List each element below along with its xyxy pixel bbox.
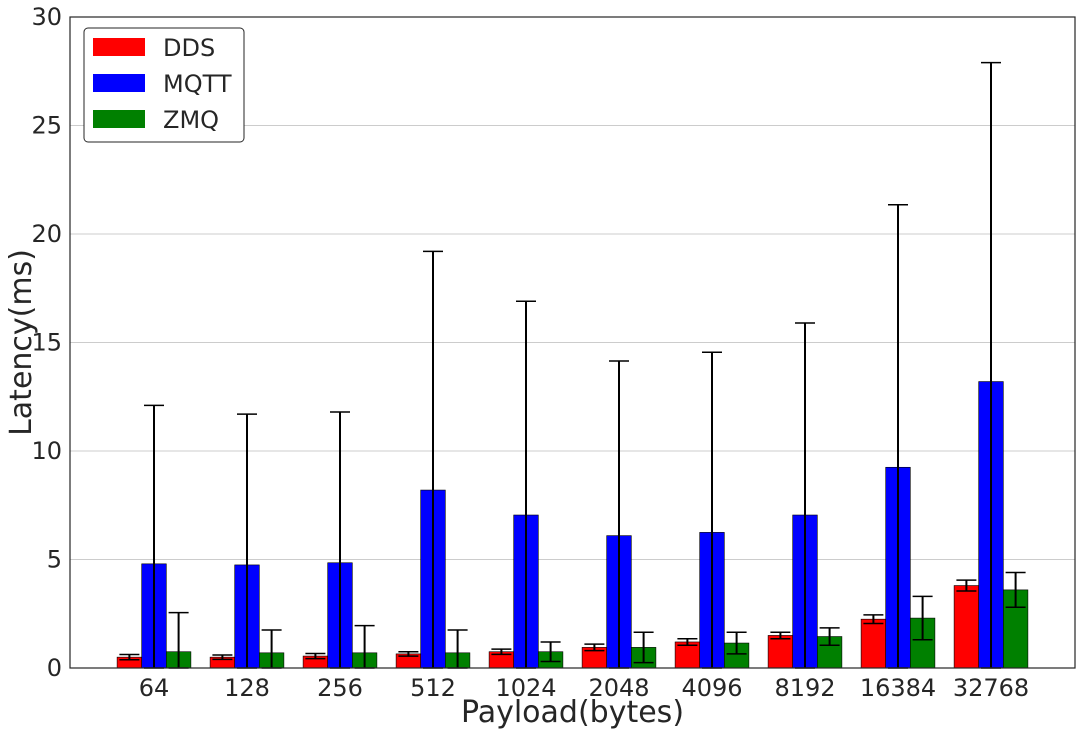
x-tick-label: 256 [317, 674, 363, 702]
x-tick-label: 64 [139, 674, 170, 702]
x-tick-label: 2048 [588, 674, 649, 702]
legend-swatch-mqtt [93, 74, 145, 92]
x-axis-tick-labels: 64 128 256 512 1024 2048 4096 8192 16384 32768 [139, 674, 1029, 702]
legend-label-dds: DDS [163, 34, 215, 62]
y-tick-label: 25 [31, 112, 62, 140]
bar-dds-16384 [860, 618, 886, 669]
y-tick-label: 0 [47, 654, 62, 682]
legend: DDS MQTT ZMQ [83, 27, 245, 143]
legend-label-zmq: ZMQ [163, 106, 219, 134]
legend-swatch-zmq [93, 110, 145, 128]
x-tick-label: 4096 [681, 674, 742, 702]
x-tick-label: 8192 [774, 674, 835, 702]
y-axis-tick-labels: 0 5 10 15 20 25 30 [31, 3, 62, 682]
bar-dds-32768 [953, 585, 979, 669]
x-tick-label: 32768 [953, 674, 1029, 702]
legend-swatch-dds [93, 38, 145, 56]
y-axis-title: Latency(ms) [4, 249, 39, 436]
x-tick-label: 1024 [495, 674, 556, 702]
y-tick-label: 10 [31, 437, 62, 465]
y-tick-label: 20 [31, 220, 62, 248]
y-tick-label: 15 [31, 329, 62, 357]
y-tick-label: 5 [47, 546, 62, 574]
x-tick-label: 128 [224, 674, 270, 702]
legend-label-mqtt: MQTT [163, 70, 232, 98]
y-tick-label: 30 [31, 3, 62, 31]
x-tick-label: 512 [410, 674, 456, 702]
bar-dds-8192 [767, 635, 793, 669]
plot-frame [69, 16, 1076, 669]
x-axis-title: Payload(bytes) [461, 695, 684, 730]
x-tick-label: 16384 [860, 674, 936, 702]
